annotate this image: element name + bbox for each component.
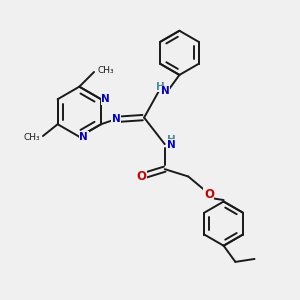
Text: H: H (167, 135, 176, 145)
Text: CH₃: CH₃ (23, 133, 40, 142)
Text: N: N (161, 86, 170, 96)
Text: N: N (80, 132, 88, 142)
Text: H: H (156, 82, 165, 92)
Text: N: N (167, 140, 176, 150)
Text: N: N (101, 94, 110, 104)
Text: CH₃: CH₃ (97, 66, 114, 75)
Text: N: N (112, 114, 121, 124)
Text: O: O (204, 188, 214, 201)
Text: O: O (136, 170, 146, 183)
